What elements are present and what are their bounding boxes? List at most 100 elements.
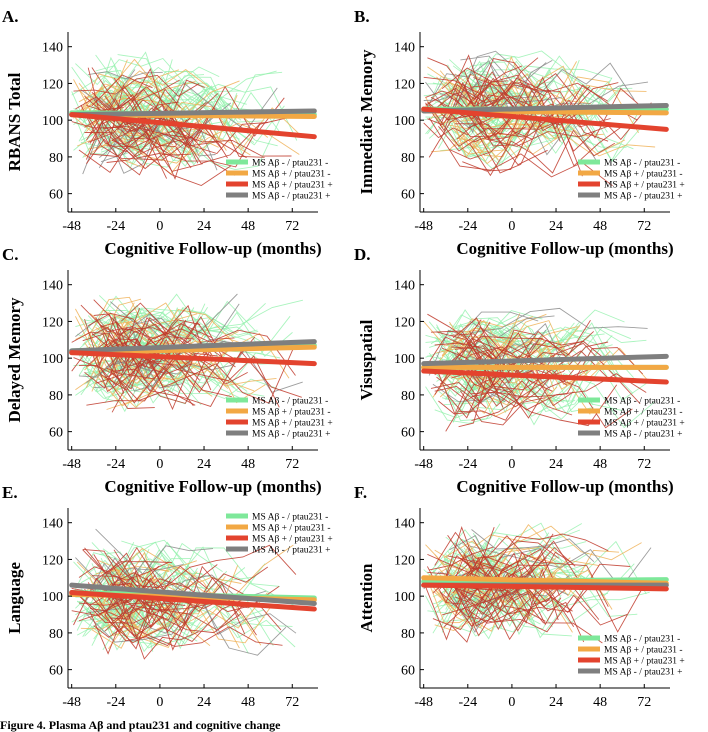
legend-label: MS Aβ - / ptau231 + bbox=[252, 430, 331, 440]
legend-label: MS Aβ - / ptau231 - bbox=[252, 397, 328, 407]
trajectory-line bbox=[109, 370, 196, 406]
legend-label: MS Aβ + / ptau231 - bbox=[252, 524, 331, 534]
trajectory-line bbox=[467, 91, 652, 141]
trajectory-line bbox=[471, 369, 573, 416]
legend-label: MS Aβ - / ptau231 - bbox=[252, 159, 328, 169]
trajectory-line bbox=[465, 69, 552, 97]
x-tick-label: 0 bbox=[508, 695, 515, 710]
trajectory-line bbox=[460, 525, 642, 561]
x-tick-label: 48 bbox=[241, 219, 255, 234]
trajectory-line bbox=[471, 529, 595, 563]
trajectory-line bbox=[467, 582, 644, 633]
x-tick-label: 72 bbox=[285, 457, 299, 472]
trajectory-line bbox=[111, 362, 193, 413]
trajectory-line bbox=[91, 97, 185, 124]
trajectory-line bbox=[88, 71, 163, 80]
y-tick-label: 60 bbox=[401, 426, 415, 441]
trajectory-line bbox=[106, 132, 247, 159]
trajectory-line bbox=[87, 295, 256, 347]
trajectory-line bbox=[110, 293, 238, 344]
y-tick-label: 140 bbox=[394, 279, 415, 294]
x-tick-label: 24 bbox=[197, 457, 211, 472]
legend-label: MS Aβ - / ptau231 + bbox=[604, 668, 683, 678]
trajectory-line bbox=[452, 119, 573, 165]
trajectory-line bbox=[106, 136, 236, 176]
trajectory-line bbox=[78, 588, 157, 623]
trajectory-line bbox=[447, 557, 547, 584]
trajectory-line bbox=[423, 122, 469, 139]
trajectory-line bbox=[102, 116, 168, 179]
trajectory-line bbox=[471, 307, 648, 334]
legend-label: MS Aβ + / ptau231 + bbox=[252, 181, 333, 191]
trajectory-line bbox=[97, 321, 213, 366]
trajectory-line bbox=[110, 565, 240, 624]
trajectory-line bbox=[452, 311, 539, 343]
panel-a: A. 60 80 100 120 140 -48 -24 0 24 48 72 RBANS Total C… bbox=[2, 7, 333, 258]
trajectory-line bbox=[90, 109, 199, 164]
trajectory-line bbox=[106, 85, 285, 143]
legend-label: MS Aβ + / ptau231 - bbox=[252, 408, 331, 418]
trend-line-neg_pos bbox=[69, 108, 317, 118]
trajectory-line bbox=[75, 302, 257, 351]
y-axis-label: Delayed Memory bbox=[5, 297, 24, 423]
trajectory-line bbox=[447, 563, 631, 615]
x-tick-label: 72 bbox=[285, 695, 299, 710]
panel-f: F. 60 80 100 120 140 -48 -24 0 24 48 72 Attention Cog… bbox=[354, 483, 685, 732]
trajectory-line bbox=[451, 335, 543, 362]
trajectory-line bbox=[84, 111, 127, 153]
y-tick-label: 100 bbox=[42, 352, 63, 367]
trajectory-line bbox=[89, 606, 199, 660]
figure-svg: A. 60 80 100 120 140 -48 -24 0 24 48 72 RBANS Total C… bbox=[2, 7, 685, 732]
trajectory-line bbox=[460, 55, 547, 89]
trajectory-line bbox=[447, 373, 487, 419]
trajectory-line bbox=[425, 386, 492, 424]
trajectory-line bbox=[458, 112, 656, 157]
legend-label: MS Aβ + / ptau231 - bbox=[604, 170, 683, 180]
x-tick-label: -24 bbox=[458, 695, 477, 710]
group-trend-lines bbox=[421, 353, 669, 385]
trajectory-line bbox=[423, 76, 611, 137]
trajectory-line bbox=[438, 395, 487, 415]
trajectory-line bbox=[111, 98, 192, 156]
trajectory-line bbox=[428, 109, 579, 158]
x-tick-label: 0 bbox=[508, 219, 515, 234]
legend: MS Aβ - / ptau231 -MS Aβ + / ptau231 -MS… bbox=[578, 159, 685, 202]
trajectory-line bbox=[106, 350, 199, 389]
trajectory-line bbox=[113, 67, 205, 125]
group-trend-lines bbox=[421, 575, 669, 592]
legend-label: MS Aβ + / ptau231 - bbox=[252, 170, 331, 180]
x-tick-label: 0 bbox=[156, 219, 163, 234]
trajectory-line bbox=[111, 357, 244, 401]
x-tick-label: 24 bbox=[549, 695, 563, 710]
legend-label: MS Aβ + / ptau231 + bbox=[252, 535, 333, 545]
trajectory-line bbox=[120, 117, 282, 171]
trajectory-line bbox=[87, 296, 192, 339]
trajectory-line bbox=[469, 129, 616, 177]
trajectory-line bbox=[460, 390, 546, 426]
x-tick-label: 0 bbox=[156, 695, 163, 710]
trajectory-line bbox=[425, 77, 609, 119]
trajectory-line bbox=[469, 329, 537, 388]
y-axis-label: Visuspatial bbox=[357, 319, 376, 400]
x-axis-label: Cognitive Follow-up (months) bbox=[104, 239, 321, 258]
x-tick-label: -48 bbox=[62, 219, 81, 234]
x-tick-label: -24 bbox=[106, 457, 125, 472]
y-tick-label: 60 bbox=[49, 426, 63, 441]
trajectory-line bbox=[436, 77, 532, 130]
trajectory-line bbox=[86, 123, 194, 180]
trajectory-line bbox=[454, 330, 595, 371]
x-tick-label: 48 bbox=[593, 695, 607, 710]
trend-line-pos_pos bbox=[69, 589, 317, 612]
trajectory-line bbox=[82, 548, 126, 588]
group-trend-lines bbox=[421, 102, 669, 132]
trend-line-pos_pos bbox=[69, 112, 317, 140]
y-tick-label: 80 bbox=[401, 389, 415, 404]
trajectory-line bbox=[429, 546, 494, 571]
trajectory-line bbox=[95, 65, 152, 119]
trajectory-line bbox=[117, 66, 220, 107]
x-tick-label: 48 bbox=[241, 695, 255, 710]
trend-line-neg_pos bbox=[421, 353, 669, 367]
x-axis-label: Cognitive Follow-up (months) bbox=[456, 477, 673, 496]
legend-label: MS Aβ - / ptau231 - bbox=[604, 159, 680, 169]
